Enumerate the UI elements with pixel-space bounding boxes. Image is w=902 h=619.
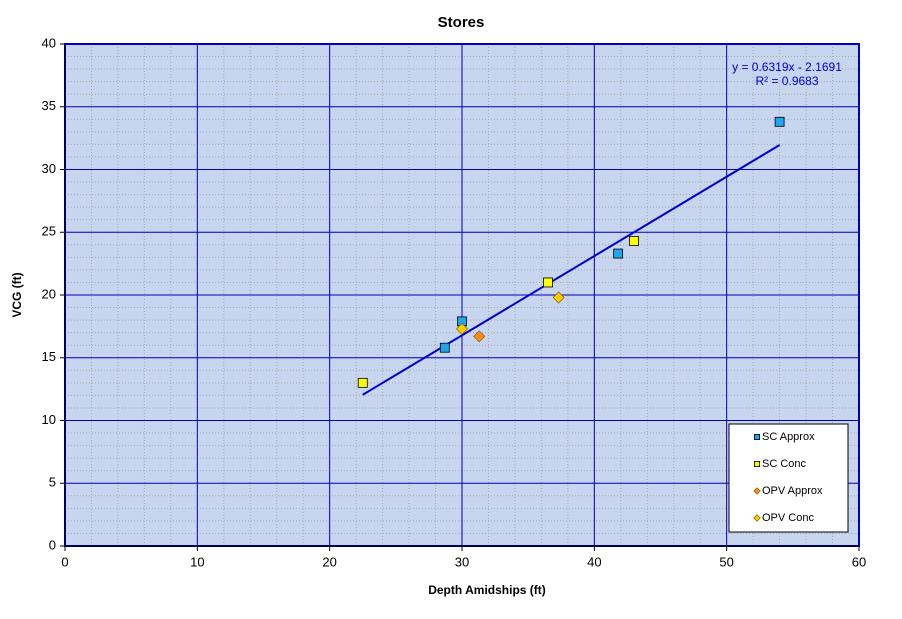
point bbox=[613, 248, 624, 259]
point bbox=[552, 291, 565, 304]
y-tick-label: 30 bbox=[42, 161, 56, 176]
legend-marker bbox=[754, 433, 761, 440]
point bbox=[357, 377, 368, 388]
trendline bbox=[362, 144, 781, 396]
legend-marker bbox=[754, 460, 761, 467]
x-tick-label: 60 bbox=[852, 554, 866, 569]
y-tick-label: 20 bbox=[42, 286, 56, 301]
point bbox=[629, 236, 639, 246]
x-tick-label: 40 bbox=[587, 554, 601, 569]
y-tick-label: 40 bbox=[42, 35, 56, 50]
point bbox=[774, 116, 785, 127]
point bbox=[456, 322, 468, 335]
x-tick-label: 0 bbox=[61, 554, 68, 569]
y-tick-label: 25 bbox=[42, 224, 56, 239]
legend-label: OPV Conc bbox=[762, 512, 814, 524]
y-tick-label: 10 bbox=[42, 412, 56, 427]
y-tick-label: 15 bbox=[42, 349, 56, 364]
y-axis-title: VCG (ft) bbox=[10, 272, 24, 317]
x-tick-label: 20 bbox=[322, 554, 336, 569]
y-tick-label: 0 bbox=[49, 537, 56, 552]
trendline-r-squared: R² = 0.9683 bbox=[755, 74, 818, 88]
point bbox=[543, 277, 553, 288]
legend-label: SC Conc bbox=[762, 458, 807, 470]
point bbox=[439, 342, 450, 353]
legend-label: SC Approx bbox=[762, 431, 815, 443]
y-tick-label: 5 bbox=[49, 475, 56, 490]
chart-title: Stores bbox=[438, 14, 485, 31]
legend bbox=[728, 423, 849, 533]
legend-marker bbox=[753, 514, 761, 522]
x-tick-label: 50 bbox=[719, 554, 733, 569]
x-tick-label: 30 bbox=[455, 554, 469, 569]
point bbox=[473, 330, 486, 343]
trendline-equation: y = 0.6319x - 2.1691 bbox=[732, 60, 842, 74]
y-tick-label: 35 bbox=[42, 98, 56, 113]
legend-marker bbox=[753, 487, 761, 495]
x-axis-title: Depth Amidships (ft) bbox=[428, 583, 546, 597]
legend-label: OPV Approx bbox=[762, 485, 823, 497]
x-tick-label: 10 bbox=[190, 554, 204, 569]
